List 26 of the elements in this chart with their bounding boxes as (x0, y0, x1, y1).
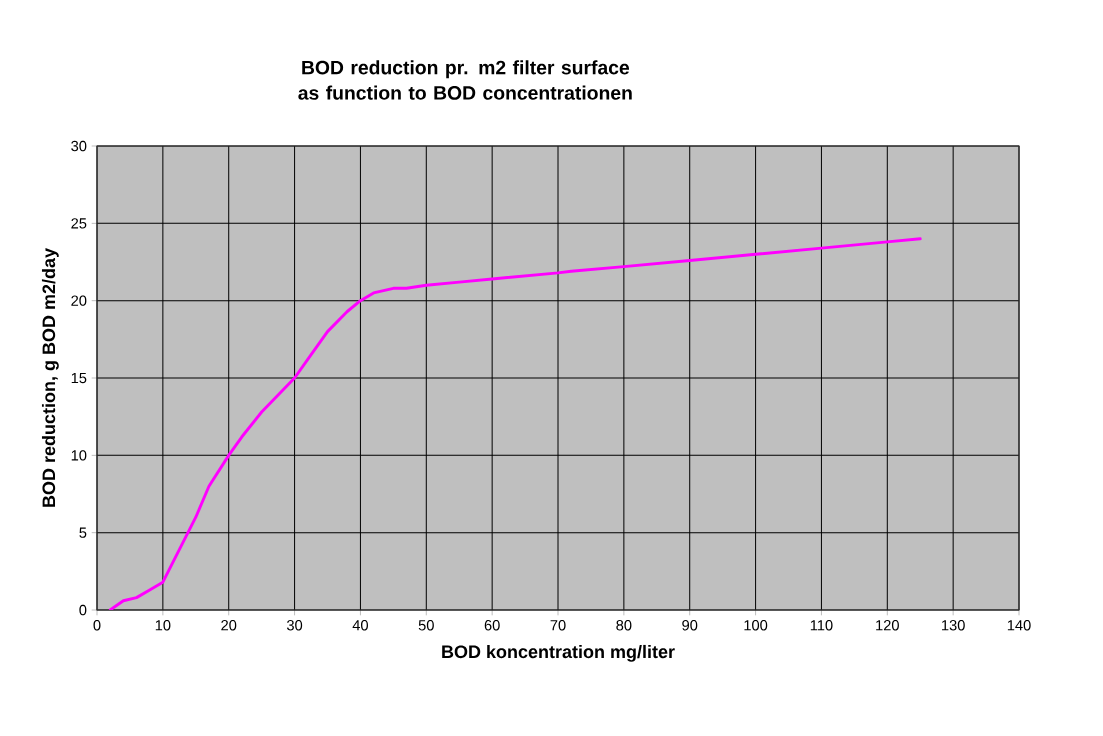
x-tick-label: 100 (744, 620, 768, 631)
y-axis-title: BOD reduction, g BOD m2/day (41, 248, 59, 507)
x-tick-label: 70 (550, 620, 566, 631)
x-tick-label: 80 (616, 620, 632, 631)
y-tick-label: 5 (79, 527, 87, 538)
x-tick-label: 60 (484, 620, 500, 631)
x-tick-label: 130 (942, 620, 965, 631)
y-tick-label: 20 (71, 295, 87, 306)
y-tick-label: 10 (71, 450, 87, 461)
y-tick-label: 25 (71, 218, 87, 229)
x-axis-title: BOD koncentration mg/liter (442, 644, 675, 662)
x-tick-label: 40 (352, 620, 368, 631)
line-series (108, 237, 922, 611)
x-tick-label: 0 (93, 620, 101, 631)
x-tick-label: 110 (810, 620, 833, 631)
x-tick-label: 120 (876, 620, 899, 631)
y-tick-label: 30 (71, 140, 87, 152)
y-tick-label: 0 (79, 604, 87, 616)
x-tick-label: 90 (682, 620, 698, 631)
chart-title: BOD reduction pr. m2 filter surface as function to BOD concentrationen (298, 60, 632, 100)
x-tick-label: 10 (155, 620, 171, 631)
x-tick-label: 20 (221, 620, 237, 631)
x-tick-label: 140 (1007, 620, 1031, 631)
x-tick-label: 50 (418, 620, 434, 631)
y-tick-label: 15 (71, 372, 87, 384)
x-tick-label: 30 (286, 620, 303, 631)
